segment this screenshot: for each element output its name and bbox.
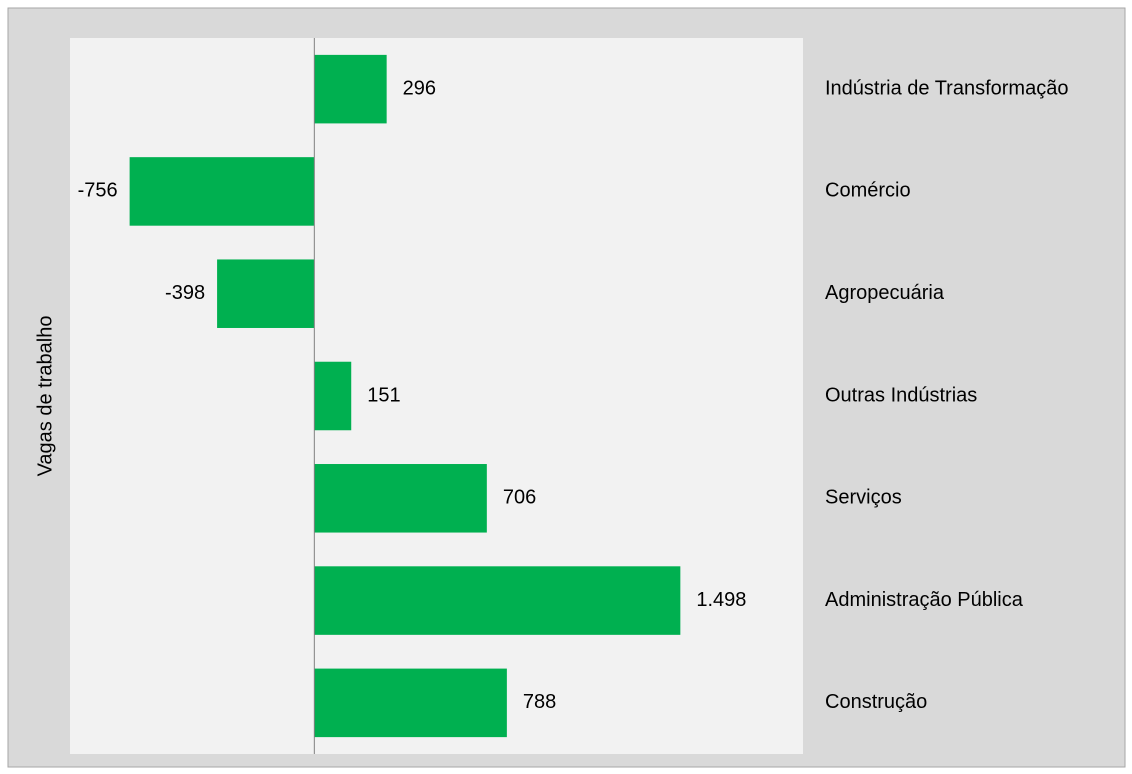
axis-label: Vagas de trabalho [34, 316, 56, 477]
category-label: Construção [825, 691, 927, 713]
bar [314, 668, 507, 738]
category-label: Serviços [825, 487, 902, 509]
category-label: Indústria de Transformação [825, 77, 1068, 99]
category-label: Outras Indústrias [825, 384, 977, 406]
data-label: -398 [165, 282, 205, 304]
data-label: 706 [503, 487, 536, 509]
bar [314, 361, 352, 431]
bar [314, 566, 681, 635]
data-label: 788 [523, 691, 556, 713]
category-label: Comércio [825, 180, 911, 202]
data-label: 1.498 [696, 589, 746, 611]
bar [314, 464, 487, 533]
bar [217, 259, 315, 328]
bar [129, 157, 315, 226]
category-label: Administração Pública [825, 589, 1024, 611]
plot-area [70, 38, 803, 754]
bar [314, 54, 387, 124]
data-label: 151 [367, 384, 400, 406]
data-label: 296 [403, 77, 436, 99]
data-label: -756 [78, 180, 118, 202]
category-label: Agropecuária [825, 282, 945, 304]
